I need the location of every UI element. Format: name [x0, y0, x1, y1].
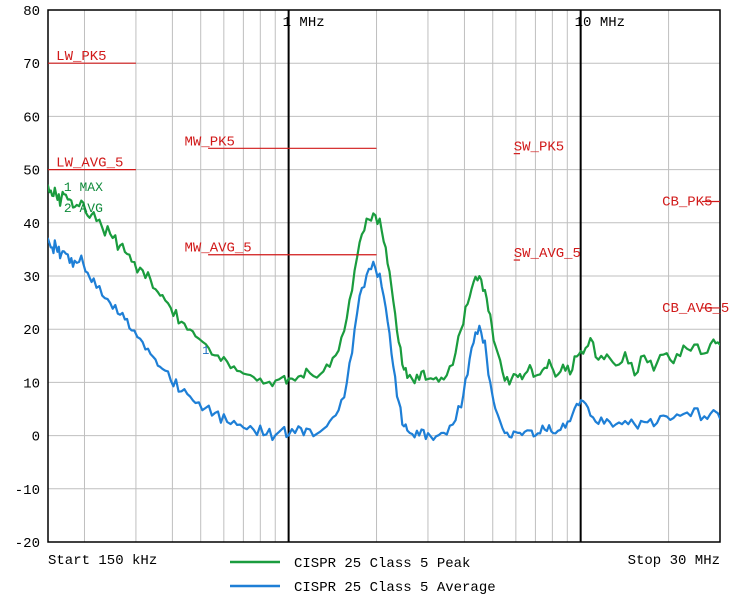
legend-label: CISPR 25 Class 5 Average — [294, 580, 496, 596]
marker-1: 1 — [202, 344, 209, 358]
chart-svg: 1 MHz 10 MHz -20 -10 0 10 20 30 40 50 60 70 80 LW_PK5… — [0, 0, 738, 613]
limit-label-SW_AVG_5: SW_AVG_5 — [514, 246, 581, 262]
x-start-label: Start 150 kHz — [48, 553, 157, 569]
legend-label: CISPR 25 Class 5 Peak — [294, 556, 470, 572]
y-tick-label: -20 — [15, 536, 40, 552]
y-tick-label: 20 — [23, 323, 40, 339]
y-tick-label: 50 — [23, 164, 40, 180]
y-tick-label: 0 — [32, 430, 40, 446]
y-tick-label: 30 — [23, 270, 40, 286]
y-tick-label: 60 — [23, 110, 40, 126]
limit-label-MW_AVG_5: MW_AVG_5 — [184, 241, 251, 257]
limit-label-LW_AVG_5: LW_AVG_5 — [56, 156, 123, 172]
trace-label: 2 AVG — [64, 201, 103, 216]
trace-label: 1 MAX — [64, 180, 103, 195]
limit-label-CB_PK5: CB_PK5 — [662, 195, 712, 211]
y-tick-label: -10 — [15, 483, 40, 499]
y-tick-label: 10 — [23, 376, 40, 392]
x-major-label: 1 MHz — [283, 15, 325, 31]
limit-label-LW_PK5: LW_PK5 — [56, 49, 106, 65]
y-tick-label: 80 — [23, 4, 40, 20]
limit-label-MW_PK5: MW_PK5 — [184, 134, 234, 150]
x-major-label: 10 MHz — [575, 15, 625, 31]
limit-label-SW_PK5: SW_PK5 — [514, 140, 564, 156]
y-tick-label: 70 — [23, 57, 40, 73]
x-stop-label: Stop 30 MHz — [628, 553, 720, 569]
limit-label-CB_AVG_5: CB_AVG_5 — [662, 301, 729, 317]
y-tick-label: 40 — [23, 217, 40, 233]
emc-spectrum-chart: 1 MHz 10 MHz -20 -10 0 10 20 30 40 50 60 70 80 LW_PK5… — [0, 0, 738, 613]
